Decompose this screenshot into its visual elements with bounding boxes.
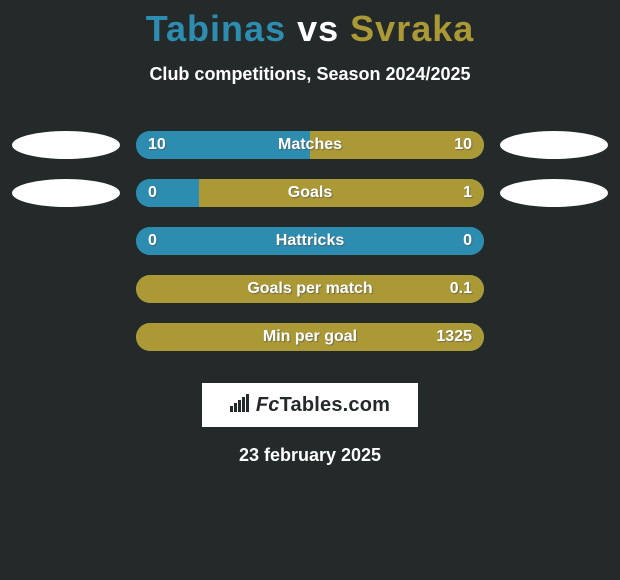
stat-rows: 10 10 Matches 0 1 Goals 0 0 Hattricks 0.1 Goals pe… bbox=[0, 121, 620, 361]
brand-text: FcTables.com bbox=[256, 394, 390, 417]
player2-badge bbox=[500, 179, 608, 207]
title-vs: vs bbox=[297, 8, 339, 49]
page-title: Tabinas vs Svraka bbox=[0, 0, 620, 50]
stat-row: 0.1 Goals per match bbox=[0, 265, 620, 313]
stat-left-value: 0 bbox=[148, 232, 157, 250]
player1-badge bbox=[12, 131, 120, 159]
stat-label: Goals bbox=[288, 184, 332, 202]
stat-bar: 0 0 Hattricks bbox=[136, 227, 484, 255]
brand-box: FcTables.com bbox=[202, 383, 418, 427]
stat-bar: 0 1 Goals bbox=[136, 179, 484, 207]
stat-right-value: 1 bbox=[463, 184, 472, 202]
stat-left-value: 10 bbox=[148, 136, 166, 154]
player1-badge bbox=[12, 323, 120, 351]
brand-pre: Fc bbox=[256, 394, 280, 416]
stat-right-value: 10 bbox=[454, 136, 472, 154]
bar-right-segment bbox=[199, 179, 484, 207]
stat-row: 0 1 Goals bbox=[0, 169, 620, 217]
brand-post: Tables.com bbox=[280, 394, 391, 416]
stat-label: Min per goal bbox=[263, 328, 357, 346]
stat-label: Goals per match bbox=[247, 280, 372, 298]
stat-bar: 10 10 Matches bbox=[136, 131, 484, 159]
player2-badge bbox=[500, 275, 608, 303]
player2-badge bbox=[500, 131, 608, 159]
bar-chart-icon bbox=[230, 394, 252, 417]
footer-date: 23 february 2025 bbox=[0, 445, 620, 466]
stat-row: 1325 Min per goal bbox=[0, 313, 620, 361]
stat-label: Hattricks bbox=[276, 232, 344, 250]
bar-left-segment bbox=[136, 179, 199, 207]
stat-bar: 0.1 Goals per match bbox=[136, 275, 484, 303]
player2-badge bbox=[500, 227, 608, 255]
stat-right-value: 1325 bbox=[436, 328, 472, 346]
stat-row: 0 0 Hattricks bbox=[0, 217, 620, 265]
player1-badge bbox=[12, 179, 120, 207]
stat-bar: 1325 Min per goal bbox=[136, 323, 484, 351]
player1-badge bbox=[12, 275, 120, 303]
stat-row: 10 10 Matches bbox=[0, 121, 620, 169]
player2-badge bbox=[500, 323, 608, 351]
title-player1: Tabinas bbox=[146, 8, 286, 49]
player1-badge bbox=[12, 227, 120, 255]
stat-right-value: 0.1 bbox=[450, 280, 472, 298]
stat-right-value: 0 bbox=[463, 232, 472, 250]
title-player2: Svraka bbox=[350, 8, 474, 49]
stat-label: Matches bbox=[278, 136, 342, 154]
subtitle: Club competitions, Season 2024/2025 bbox=[0, 64, 620, 85]
stat-left-value: 0 bbox=[148, 184, 157, 202]
